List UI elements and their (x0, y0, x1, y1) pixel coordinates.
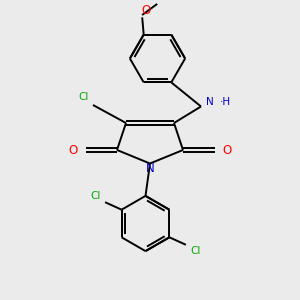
Text: O: O (222, 143, 231, 157)
Text: ·H: ·H (220, 97, 231, 107)
Text: O: O (69, 143, 78, 157)
Text: N: N (206, 97, 214, 107)
Text: Cl: Cl (90, 190, 101, 201)
Text: Cl: Cl (190, 246, 201, 256)
Text: N: N (146, 162, 154, 176)
Text: O: O (141, 4, 150, 17)
Text: Cl: Cl (79, 92, 89, 103)
